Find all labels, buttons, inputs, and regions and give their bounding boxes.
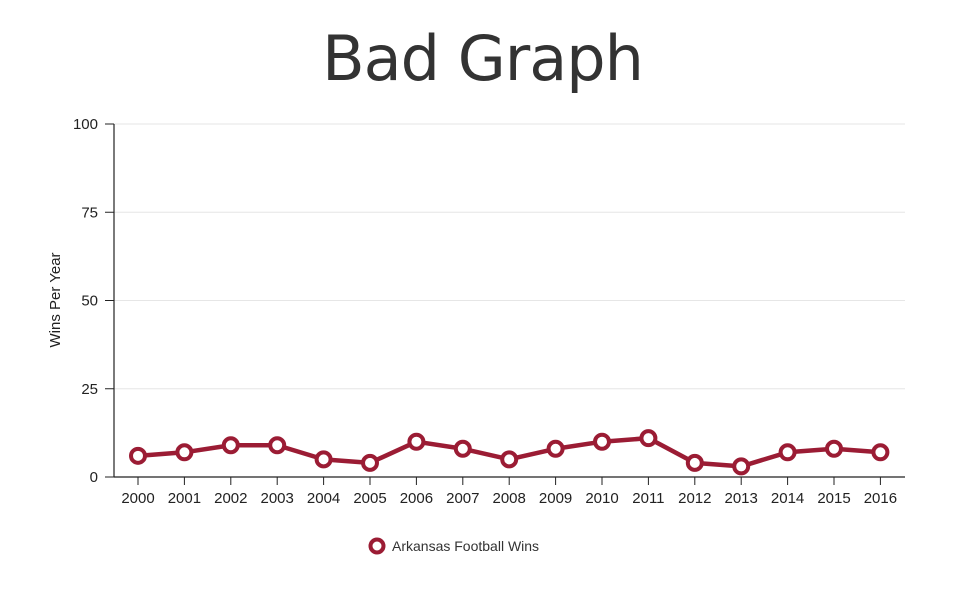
x-tick-label: 2014	[771, 490, 804, 507]
y-axis-title: Wins Per Year	[47, 252, 64, 347]
data-point	[639, 429, 658, 448]
x-tick-label: 2009	[539, 490, 572, 507]
data-point	[175, 443, 194, 462]
x-tick-label: 2015	[817, 490, 850, 507]
y-axis-ticks: 0 25 50 75 100	[73, 116, 114, 486]
x-tick-label: 2001	[168, 490, 201, 507]
grid-lines	[114, 123, 905, 390]
x-tick-label: 2005	[353, 490, 386, 507]
data-point	[732, 457, 751, 476]
data-point	[871, 443, 890, 462]
x-tick-label: 2016	[864, 490, 897, 507]
data-point	[500, 450, 519, 469]
data-point	[685, 453, 704, 472]
y-tick-label: 100	[73, 116, 98, 133]
x-tick-label: 2012	[678, 490, 711, 507]
x-tick-label: 2003	[261, 490, 294, 507]
y-tick-label: 0	[90, 469, 98, 486]
data-point	[129, 446, 147, 465]
x-tick-label: 2010	[585, 490, 618, 507]
legend[interactable]: Arkansas Football Wins	[368, 537, 540, 555]
y-tick-label: 50	[81, 293, 98, 310]
data-point	[453, 439, 472, 458]
legend-marker	[368, 537, 386, 555]
x-tick-label: 2004	[307, 490, 340, 507]
x-tick-label: 2008	[493, 490, 526, 507]
data-point	[778, 443, 797, 462]
data-point	[546, 439, 565, 458]
data-point	[593, 432, 611, 451]
data-point	[361, 453, 379, 472]
legend-label: Arkansas Football Wins	[392, 538, 539, 554]
x-tick-label: 2000	[121, 490, 154, 507]
data-point	[314, 450, 333, 469]
x-axis-ticks: 2000 2001 2002 2003 2004 2005 2006 2007 2008 2009…	[121, 477, 897, 507]
chart-title: Bad Graph	[322, 22, 644, 95]
x-tick-label: 2013	[725, 490, 758, 507]
y-tick-label: 25	[81, 381, 98, 398]
x-tick-label: 2002	[214, 490, 247, 507]
series-group	[129, 429, 890, 476]
data-point	[825, 439, 843, 458]
x-tick-label: 2006	[400, 490, 433, 507]
data-point	[268, 436, 287, 455]
data-point	[407, 432, 426, 451]
data-point	[221, 436, 240, 455]
x-tick-label: 2011	[632, 490, 664, 507]
y-tick-label: 75	[81, 204, 98, 221]
x-tick-label: 2007	[446, 490, 479, 507]
